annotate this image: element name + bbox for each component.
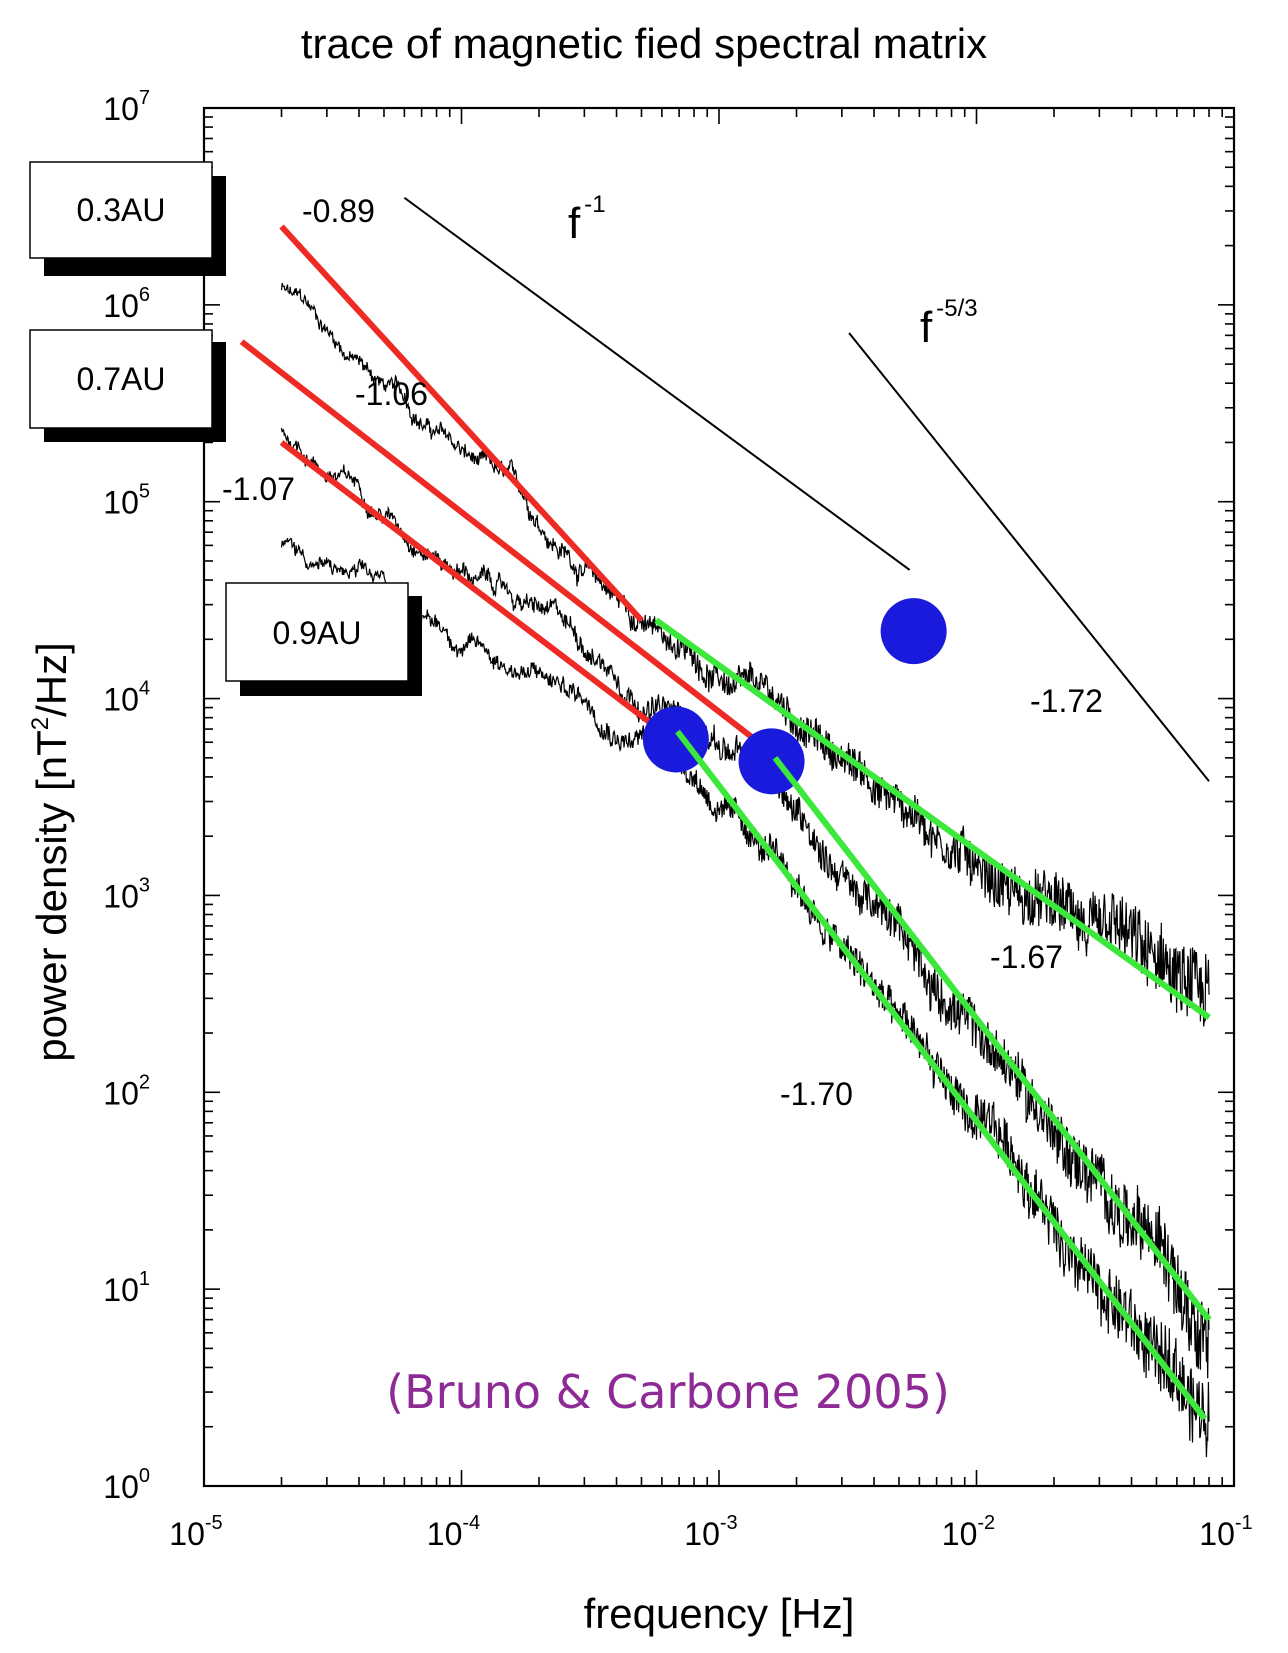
y-tick-label-exp: 0 bbox=[139, 1465, 150, 1487]
x-tick-label: 10-1 bbox=[1199, 1512, 1252, 1552]
y-tick-label-exp: 2 bbox=[139, 1071, 150, 1093]
citation: (Bruno & Carbone 2005) bbox=[386, 1365, 950, 1419]
break-points bbox=[642, 598, 1212, 1421]
slope-label-0.3au-high: -1.72 bbox=[1030, 683, 1103, 719]
x-tick-label-base: 10 bbox=[427, 1516, 463, 1552]
y-tick-label-exp: 4 bbox=[139, 678, 150, 700]
y-tick-label: 101 bbox=[103, 1268, 150, 1308]
x-tick-label-base: 10 bbox=[169, 1516, 205, 1552]
fit-line-overlay-0.9au bbox=[675, 729, 1208, 1421]
x-tick-label: 10-5 bbox=[169, 1512, 222, 1552]
series-label-0.9au: 0.9AU bbox=[225, 582, 422, 696]
y-tick-label: 100 bbox=[103, 1465, 150, 1505]
y-tick-label: 107 bbox=[103, 87, 150, 127]
y-tick-label: 103 bbox=[103, 874, 150, 914]
x-tick-label-exp: -1 bbox=[1235, 1512, 1253, 1534]
reference-lines bbox=[403, 196, 1210, 782]
series-label-0.9au-text: 0.9AU bbox=[273, 615, 362, 651]
series-label-0.3au-box bbox=[29, 161, 213, 259]
fit-line-0.3au-low bbox=[279, 224, 644, 623]
y-tick-label-exp: 3 bbox=[139, 874, 150, 896]
y-axis-label-sup: 2 bbox=[27, 717, 54, 730]
y-tick-label: 102 bbox=[103, 1071, 150, 1111]
ref-label-f-1-base: f bbox=[568, 199, 581, 248]
x-tick-label-base: 10 bbox=[942, 1516, 978, 1552]
y-tick-label-base: 10 bbox=[103, 878, 139, 914]
x-tick-label-exp: -3 bbox=[720, 1512, 738, 1534]
x-tick-label-base: 10 bbox=[1199, 1516, 1235, 1552]
y-axis-label-tail: /Hz] bbox=[28, 642, 75, 717]
y-tick-label: 104 bbox=[103, 678, 150, 718]
ref-label-f-53: f -5/3 bbox=[920, 295, 978, 352]
fit-line-0.7au-low bbox=[239, 339, 770, 753]
chart-title: trace of magnetic fied spectral matrix bbox=[301, 20, 987, 67]
x-axis-label: frequency [Hz] bbox=[584, 1590, 855, 1637]
slope-label-0.9au-high: -1.70 bbox=[780, 1076, 853, 1112]
x-tick-label-exp: -4 bbox=[462, 1512, 480, 1534]
y-tick-label-base: 10 bbox=[103, 682, 139, 718]
y-tick-label-base: 10 bbox=[103, 91, 139, 127]
slope-label-0.7au-low: -1.06 bbox=[355, 376, 428, 412]
y-tick-label-base: 10 bbox=[103, 1075, 139, 1111]
y-tick-label: 106 bbox=[103, 284, 150, 324]
break-point-0.9au bbox=[642, 706, 709, 773]
y-tick-label-exp: 7 bbox=[139, 87, 150, 109]
y-tick-label-base: 10 bbox=[103, 485, 139, 521]
y-axis-label-main: power density [nT bbox=[28, 730, 75, 1062]
fit-line-overlay-0.7au bbox=[772, 755, 1212, 1322]
y-tick-label-exp: 6 bbox=[139, 284, 150, 306]
series-label-0.3au: 0.3AU bbox=[29, 161, 226, 276]
series-label-0.7au-box bbox=[29, 329, 213, 429]
x-tick-label: 10-2 bbox=[942, 1512, 995, 1552]
y-tick-label: 105 bbox=[103, 481, 150, 521]
series-label-0.7au-text: 0.7AU bbox=[77, 361, 166, 397]
ref-label-f-53-exp: -5/3 bbox=[936, 295, 977, 322]
ref-label-f-53-base: f bbox=[920, 303, 933, 352]
x-tick-label-exp: -2 bbox=[977, 1512, 995, 1534]
x-tick-label-base: 10 bbox=[684, 1516, 720, 1552]
slope-label-0.9au-low: -1.07 bbox=[222, 471, 295, 507]
series-label-0.7au: 0.7AU bbox=[29, 329, 226, 442]
y-tick-label-base: 10 bbox=[103, 1469, 139, 1505]
axis-ticks bbox=[203, 108, 1234, 1487]
reference-line-f-5-3 bbox=[848, 332, 1210, 782]
spectra bbox=[280, 282, 1210, 1458]
series-label-0.9au-box bbox=[225, 582, 409, 682]
reference-line-f-1 bbox=[403, 196, 911, 571]
y-axis-label: power density [nT2/Hz] bbox=[27, 642, 75, 1062]
slope-label-0.3au-low: -0.89 bbox=[302, 193, 375, 229]
ref-label-f-1: f -1 bbox=[568, 191, 606, 248]
y-tick-label-exp: 1 bbox=[139, 1268, 150, 1290]
y-tick-label-base: 10 bbox=[103, 288, 139, 324]
series-label-0.3au-text: 0.3AU bbox=[77, 192, 166, 228]
tick-labels: 10-5 10-4 10-3 10-2 10-110010110210310410510… bbox=[103, 87, 1252, 1552]
x-tick-label-exp: -5 bbox=[205, 1512, 223, 1534]
break-point-0.3au bbox=[880, 598, 947, 665]
x-tick-label: 10-4 bbox=[427, 1512, 480, 1552]
y-tick-label-exp: 5 bbox=[139, 481, 150, 503]
fit-line-0.9au-low bbox=[279, 440, 664, 734]
fit-line-overlay-0.3au bbox=[654, 617, 1211, 1020]
plot-frame bbox=[202, 106, 1236, 1488]
slope-label-0.7au-high: -1.67 bbox=[990, 939, 1063, 975]
x-tick-label: 10-3 bbox=[684, 1512, 737, 1552]
y-tick-label-base: 10 bbox=[103, 1272, 139, 1308]
ref-label-f-1-exp: -1 bbox=[584, 191, 605, 218]
